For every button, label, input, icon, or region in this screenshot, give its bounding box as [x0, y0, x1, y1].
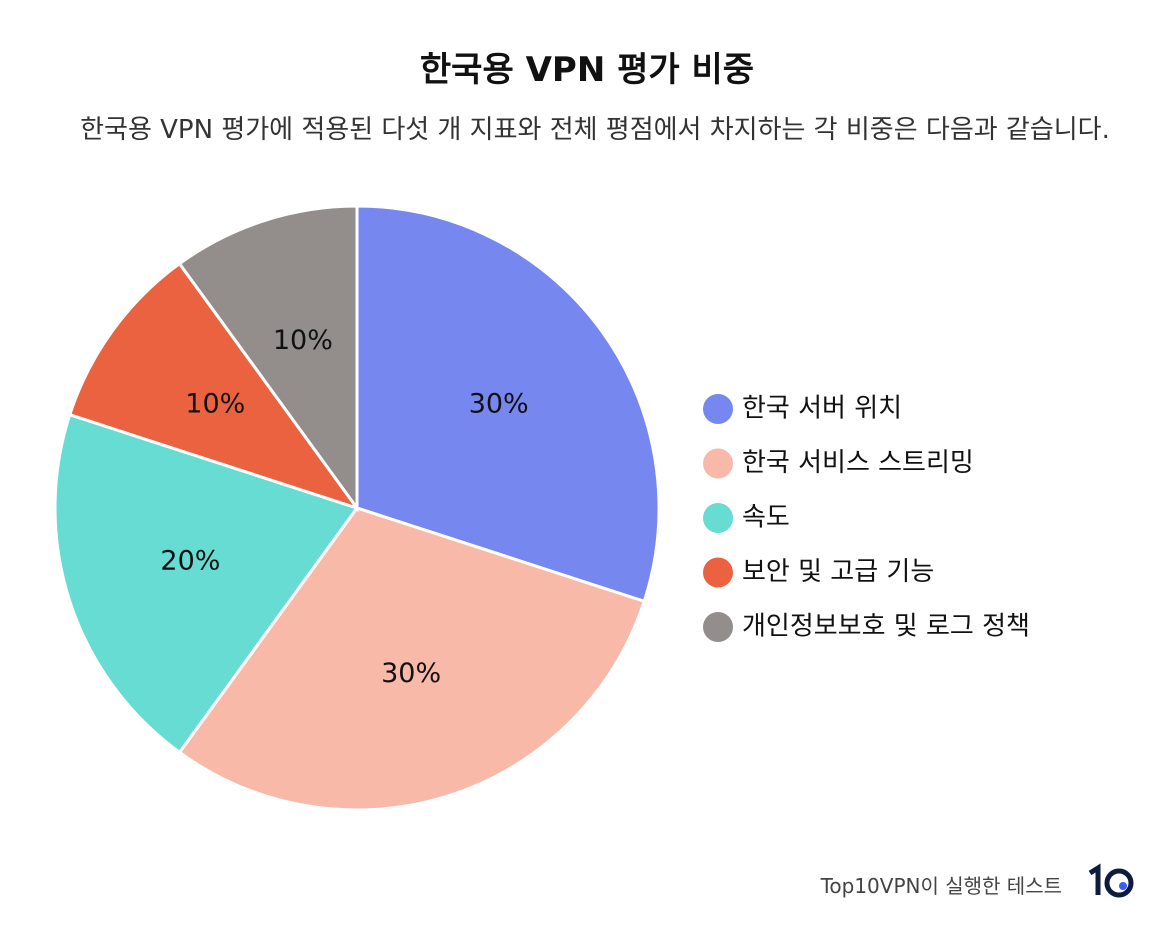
legend-swatch	[703, 557, 733, 588]
pie-slice	[53, 412, 360, 755]
legend-label: 개인정보보호 및 로그 정책	[742, 612, 1030, 642]
chart-title: 한국용 VPN 평가 비중	[419, 50, 755, 90]
logo-ring	[1104, 868, 1134, 898]
legend-label: 한국 서버 위치	[742, 394, 902, 424]
pie-slice	[177, 506, 647, 812]
legend-swatch	[703, 448, 733, 479]
pie-slice	[67, 261, 361, 511]
logo-one	[1088, 863, 1101, 895]
legend-label: 한국 서비스 스트리밍	[742, 448, 974, 478]
legend-swatch	[703, 394, 733, 424]
slice-label: 20%	[160, 546, 220, 577]
slice-label: 30%	[469, 389, 529, 420]
legend-swatch	[703, 612, 733, 642]
logo	[1088, 863, 1134, 898]
legend-swatch	[703, 503, 733, 533]
footer-credit: Top10VPN이 실행한 테스트	[820, 874, 1062, 898]
pie-slice	[177, 204, 359, 513]
pie-slice	[355, 204, 661, 604]
slice-label: 10%	[185, 389, 245, 420]
logo-dot	[1119, 882, 1127, 890]
chart-subtitle: 한국용 VPN 평가에 적용된 다섯 개 지표와 전체 평점에서 차지하는 각 …	[80, 115, 1110, 145]
slice-label: 30%	[381, 658, 441, 689]
slice-label: 10%	[273, 325, 333, 356]
legend-label: 보안 및 고급 기능	[742, 557, 934, 587]
legend-label: 속도	[742, 503, 790, 533]
